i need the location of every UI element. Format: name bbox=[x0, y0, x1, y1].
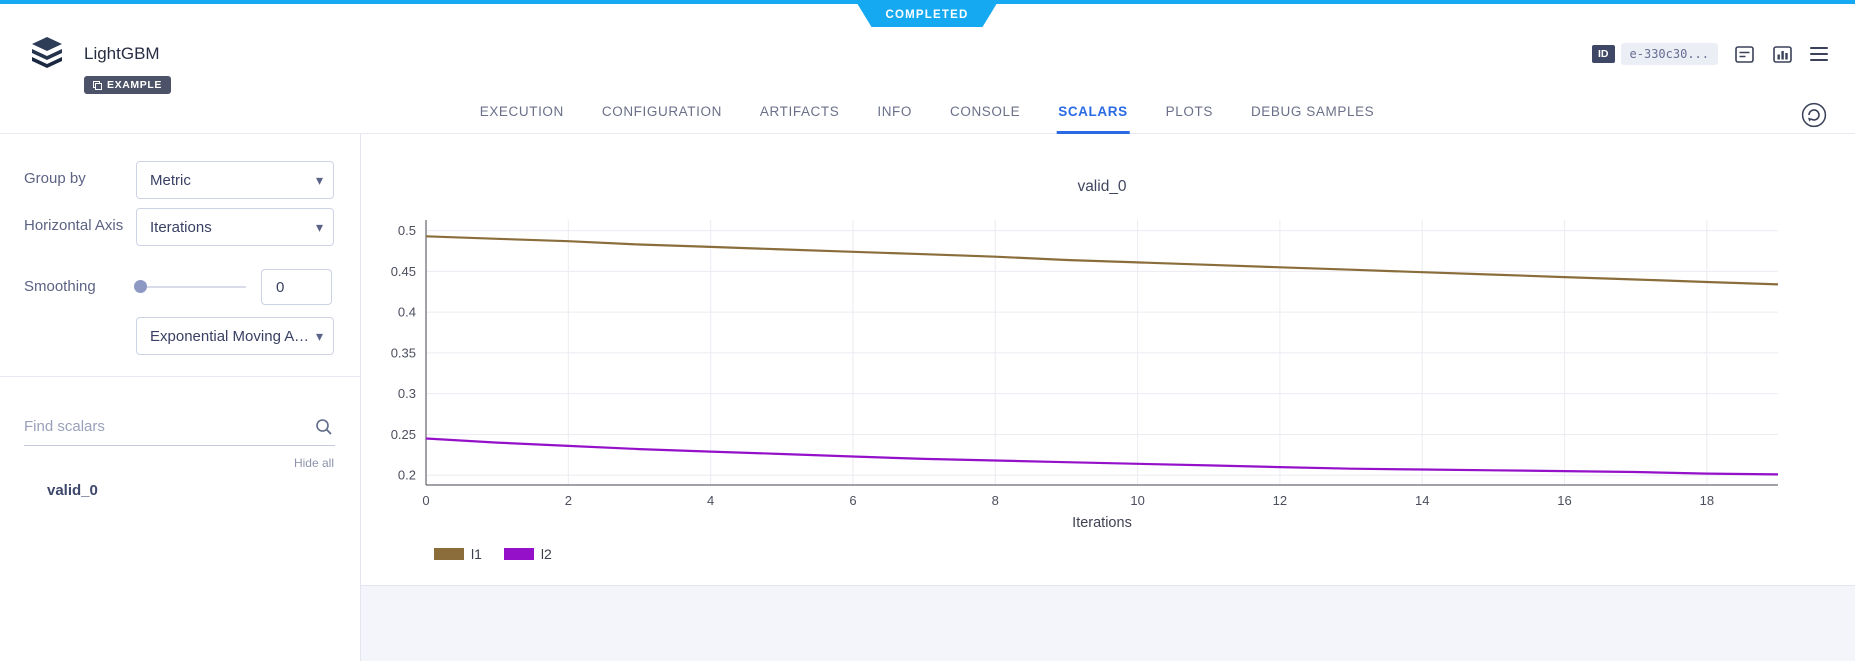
horizontal-axis-value: Iterations bbox=[150, 218, 212, 236]
auto-refresh-icon[interactable] bbox=[1801, 102, 1827, 133]
horizontal-axis-select[interactable]: Iterations ▾ bbox=[136, 208, 334, 246]
example-badge-icon bbox=[93, 80, 102, 90]
svg-text:4: 4 bbox=[707, 493, 714, 508]
svg-text:6: 6 bbox=[849, 493, 856, 508]
legend-item-l1[interactable]: l1 bbox=[434, 546, 482, 562]
group-by-label: Group by bbox=[24, 170, 86, 187]
find-scalars-input[interactable] bbox=[24, 412, 335, 446]
scalar-group-valid-0[interactable]: valid_0 bbox=[47, 482, 98, 499]
header-actions: ID e-330c30... bbox=[1592, 43, 1830, 65]
smoothing-value-input[interactable] bbox=[261, 269, 332, 305]
example-badge-label: EXAMPLE bbox=[107, 79, 162, 91]
scalar-search bbox=[24, 412, 335, 446]
tab-scalars[interactable]: SCALARS bbox=[1056, 104, 1130, 134]
legend-item-l2[interactable]: l2 bbox=[503, 546, 552, 562]
svg-text:16: 16 bbox=[1557, 493, 1571, 508]
app-logo-icon[interactable] bbox=[30, 36, 64, 73]
svg-text:0.45: 0.45 bbox=[391, 264, 416, 279]
group-by-value: Metric bbox=[150, 171, 191, 189]
tab-plots[interactable]: PLOTS bbox=[1165, 104, 1213, 119]
tab-execution[interactable]: EXECUTION bbox=[479, 104, 564, 119]
metrics-panel-icon[interactable] bbox=[1770, 43, 1794, 65]
experiment-id-value[interactable]: e-330c30... bbox=[1620, 43, 1718, 65]
sidebar-divider bbox=[0, 376, 360, 377]
chevron-down-icon: ▾ bbox=[315, 218, 323, 235]
legend-label-l1: l1 bbox=[471, 546, 482, 562]
scalars-page: Group by Metric ▾ Horizontal Axis Iterat… bbox=[0, 134, 1855, 661]
tab-configuration[interactable]: CONFIGURATION bbox=[601, 104, 722, 119]
horizontal-axis-label: Horizontal Axis bbox=[24, 217, 124, 234]
tab-artifacts[interactable]: ARTIFACTS bbox=[759, 104, 840, 119]
svg-text:0: 0 bbox=[422, 493, 429, 508]
legend-swatch-l2 bbox=[503, 548, 534, 560]
svg-text:0.35: 0.35 bbox=[391, 345, 416, 360]
svg-text:18: 18 bbox=[1700, 493, 1714, 508]
scalars-chart-card: valid_0 0.2 0.25 0.3 0.35 0.4 0.45 0.5 0 2 4 6 8 10 1… bbox=[361, 134, 1855, 586]
experiment-title: LightGBM bbox=[84, 44, 160, 63]
tab-info[interactable]: INFO bbox=[877, 104, 913, 119]
svg-text:10: 10 bbox=[1130, 493, 1144, 508]
svg-text:Iterations: Iterations bbox=[1072, 515, 1132, 531]
legend-swatch-l1 bbox=[434, 548, 464, 560]
svg-text:0.3: 0.3 bbox=[398, 386, 416, 401]
tab-debug-samples[interactable]: DEBUG SAMPLES bbox=[1250, 104, 1375, 119]
smoothing-slider[interactable] bbox=[134, 280, 246, 294]
tab-console[interactable]: CONSOLE bbox=[950, 104, 1021, 119]
svg-text:2: 2 bbox=[565, 493, 572, 508]
console-panel-icon[interactable] bbox=[1732, 43, 1756, 65]
example-badge: EXAMPLE bbox=[84, 76, 171, 94]
status-badge: COMPLETED bbox=[858, 4, 997, 27]
scalars-sidebar: Group by Metric ▾ Horizontal Axis Iterat… bbox=[0, 134, 361, 661]
svg-text:0.25: 0.25 bbox=[391, 427, 416, 442]
group-by-select[interactable]: Metric ▾ bbox=[136, 161, 334, 199]
id-chip: ID bbox=[1592, 45, 1615, 63]
chart-legend: l1 l2 bbox=[434, 546, 552, 562]
chevron-down-icon: ▾ bbox=[315, 327, 323, 344]
legend-label-l2: l2 bbox=[540, 546, 552, 562]
chevron-down-icon: ▾ bbox=[315, 171, 323, 188]
chart-title: valid_0 bbox=[1077, 178, 1127, 195]
experiment-tabs: EXECUTION CONFIGURATION ARTIFACTS INFO C… bbox=[478, 104, 1377, 134]
smoothing-slider-knob[interactable] bbox=[134, 280, 147, 293]
scalars-plot[interactable]: 0.2 0.25 0.3 0.35 0.4 0.45 0.5 0 2 4 6 8 10 12 14 16 18 I… bbox=[361, 204, 1851, 534]
smoothing-method-select[interactable]: Exponential Moving Ave... ▾ bbox=[136, 317, 334, 355]
svg-text:0.5: 0.5 bbox=[398, 223, 416, 238]
smoothing-slider-track[interactable] bbox=[140, 286, 246, 288]
hide-all-link[interactable]: Hide all bbox=[293, 456, 334, 470]
smoothing-method-value: Exponential Moving Ave... bbox=[150, 327, 310, 345]
svg-text:12: 12 bbox=[1273, 493, 1287, 508]
smoothing-label: Smoothing bbox=[24, 278, 96, 295]
status-accent-strip bbox=[0, 0, 1855, 4]
svg-text:8: 8 bbox=[992, 493, 999, 508]
svg-text:0.2: 0.2 bbox=[398, 468, 416, 483]
scalars-content: valid_0 0.2 0.25 0.3 0.35 0.4 0.45 0.5 0 2 4 6 8 10 1… bbox=[361, 134, 1855, 661]
search-icon[interactable] bbox=[315, 418, 333, 441]
svg-text:14: 14 bbox=[1415, 493, 1429, 508]
svg-text:0.4: 0.4 bbox=[398, 305, 416, 320]
menu-icon[interactable] bbox=[1808, 45, 1830, 63]
